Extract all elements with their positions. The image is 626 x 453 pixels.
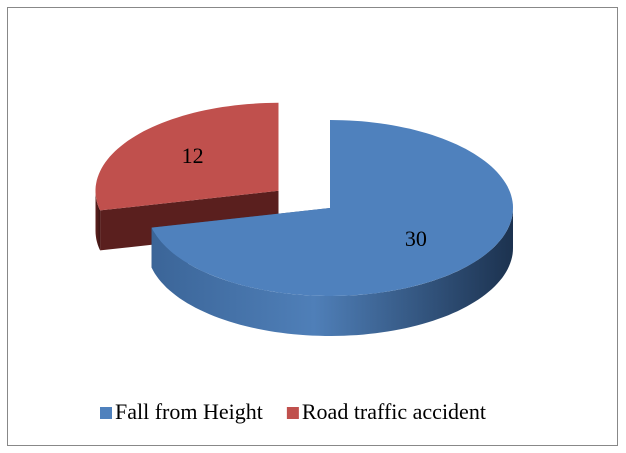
slice-top (151, 120, 513, 296)
slice-wall (95, 190, 101, 251)
slice-wall (151, 208, 513, 336)
legend-swatch (100, 407, 112, 419)
legend-label: Fall from Height (115, 399, 263, 424)
legend-swatch (286, 407, 299, 419)
pie: 12 30 (95, 102, 513, 336)
legend-label: Road traffic accident (302, 399, 486, 424)
legend: Fall from Height Road traffic accident (100, 399, 486, 424)
data-label: 30 (405, 226, 427, 251)
data-label: 12 (182, 143, 204, 168)
slice-top (95, 102, 279, 211)
pie-slice: 30 (151, 120, 513, 336)
